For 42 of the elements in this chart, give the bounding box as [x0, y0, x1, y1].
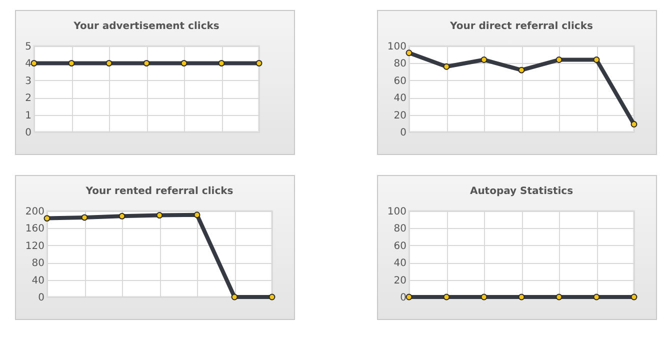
y-tick-label: 0	[25, 128, 32, 138]
y-tick-label: 3	[25, 76, 32, 87]
y-tick-label: 120	[25, 240, 44, 252]
chart-title: Your direct referral clicks	[449, 21, 593, 32]
point	[231, 294, 238, 300]
point	[593, 56, 600, 63]
point	[518, 66, 525, 74]
point	[406, 50, 412, 56]
y-tick-label: 4	[25, 58, 32, 70]
y-tick-label: 0	[400, 292, 406, 304]
point	[81, 214, 88, 221]
chart-title: Your advertisement clicks	[72, 21, 220, 32]
y-tick-label: 160	[25, 224, 44, 235]
point	[556, 56, 562, 63]
y-tick-label: 1	[25, 110, 32, 122]
y-tick-label: 40	[32, 275, 44, 286]
y-tick-label: 100	[387, 206, 406, 218]
y-tick-label: 60	[394, 76, 406, 87]
y-tick-label: 0	[400, 128, 406, 138]
point	[118, 212, 126, 220]
y-tick-label: 80	[394, 224, 406, 235]
y-tick-label: 20	[394, 110, 406, 122]
y-tick-label: 5	[25, 42, 32, 52]
point	[443, 63, 450, 70]
point	[194, 212, 200, 218]
y-tick-label: 20	[394, 275, 406, 286]
y-tick-label: 100	[387, 42, 406, 52]
y-tick-label: 80	[32, 258, 44, 270]
chart-title: Your rented referral clicks	[84, 186, 234, 197]
y-tick-label: 40	[394, 93, 406, 104]
y-tick-label: 2	[25, 93, 32, 104]
point	[268, 294, 276, 300]
chart-title: Autopay Statistics	[470, 186, 574, 197]
y-tick-label: 200	[25, 206, 44, 218]
point	[156, 212, 163, 219]
y-tick-label: 40	[394, 258, 406, 270]
point	[630, 121, 638, 128]
y-tick-label: 80	[394, 58, 406, 70]
point	[480, 56, 488, 63]
y-tick-label: 60	[394, 240, 406, 252]
y-tick-label: 0	[38, 292, 44, 304]
point	[44, 215, 50, 222]
